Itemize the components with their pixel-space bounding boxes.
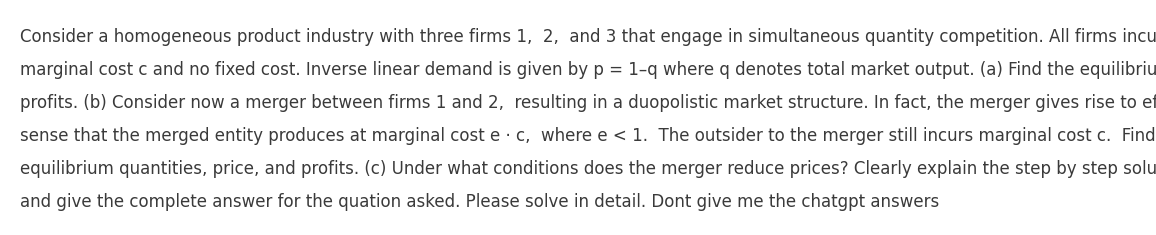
Text: marginal cost c and no fixed cost. Inverse linear demand is given by p = 1–q whe: marginal cost c and no fixed cost. Inver… xyxy=(20,61,1156,79)
Text: profits. (b) Consider now a merger between firms 1 and 2,  resulting in a duopol: profits. (b) Consider now a merger betwe… xyxy=(20,94,1156,112)
Text: and give the complete answer for the quation asked. Please solve in detail. Dont: and give the complete answer for the qua… xyxy=(20,193,939,211)
Text: sense that the merged entity produces at marginal cost e · c,  where e < 1.  The: sense that the merged entity produces at… xyxy=(20,127,1156,145)
Text: Consider a homogeneous product industry with three firms 1,  2,  and 3 that enga: Consider a homogeneous product industry … xyxy=(20,28,1156,46)
Text: equilibrium quantities, price, and profits. (c) Under what conditions does the m: equilibrium quantities, price, and profi… xyxy=(20,160,1156,178)
